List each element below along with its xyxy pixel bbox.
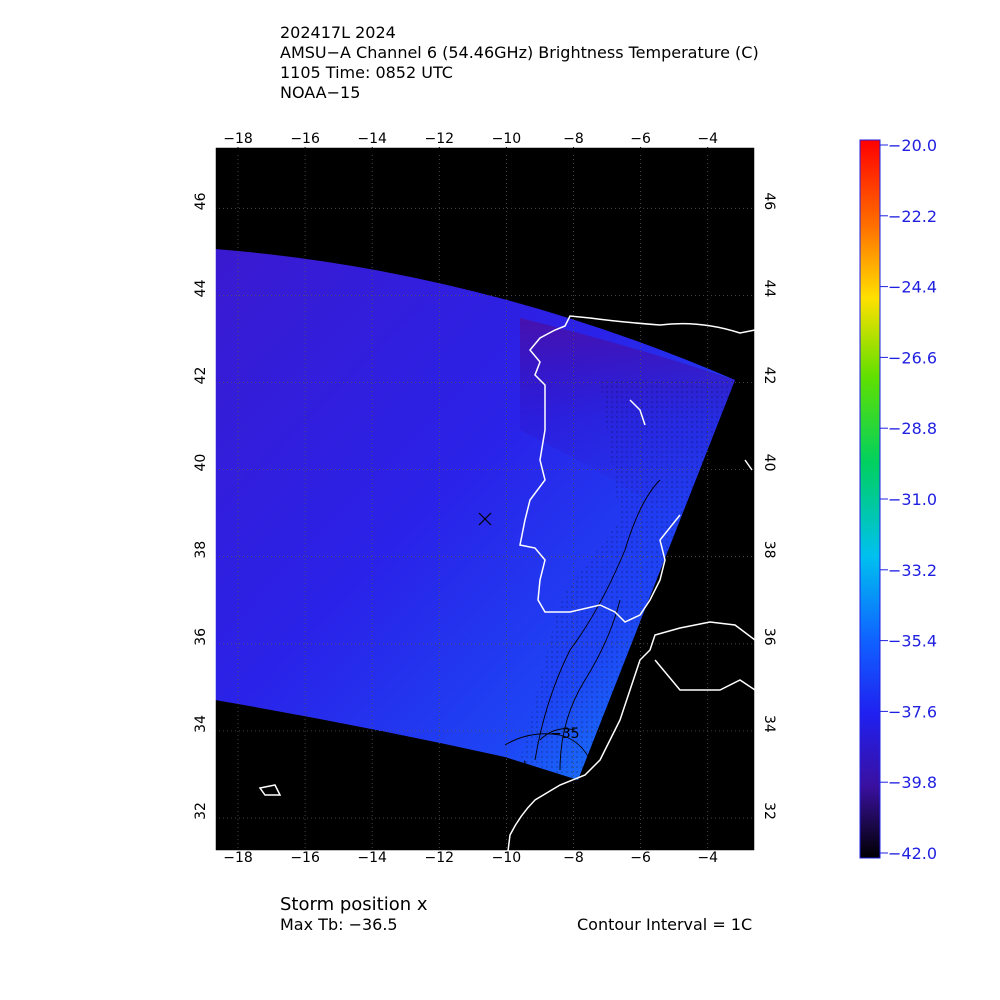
header-line: 202417L 2024 [280,23,396,42]
lon-label-top: −16 [290,131,320,147]
lat-label-left: 46 [193,192,209,210]
max-tb: Max Tb: −36.5 [280,915,398,934]
colorbar-label: −20.0 [888,136,937,155]
lat-label-left: 36 [193,628,209,646]
grid [215,147,755,851]
lon-label-bottom: −16 [290,850,320,866]
header-line: AMSU−A Channel 6 (54.46GHz) Brightness T… [280,43,759,62]
colorbar-label: −35.4 [888,632,937,651]
lat-label-right: 46 [761,192,777,210]
lon-label-top: −14 [357,131,387,147]
lon-label-top: −10 [492,131,522,147]
coastline [258,315,756,852]
lat-label-right: 42 [761,367,777,385]
lat-label-right: 40 [761,454,777,472]
lat-label-right: 32 [761,802,777,820]
contours [504,479,661,771]
lon-label-bottom: −14 [357,850,387,866]
contour-label: −35 [550,726,580,742]
lon-label-bottom: −12 [425,850,455,866]
storm-position: Storm position x [280,894,428,915]
lon-label-bottom: −18 [223,850,253,866]
lon-label-top: −6 [630,131,651,147]
lon-label-top: −18 [223,131,253,147]
lon-label-bottom: −8 [563,850,584,866]
colorbar-label: −31.0 [888,490,937,509]
lon-label-bottom: −4 [697,850,718,866]
lon-label-bottom: −6 [630,850,651,866]
lat-label-left: 40 [193,454,209,472]
colorbar [859,139,881,859]
storm-marker [478,512,492,526]
contour-label: −3 [516,758,535,781]
colorbar-label: −28.8 [888,419,937,438]
lat-label-right: 34 [761,715,777,733]
lat-label-right: 44 [761,279,777,297]
lon-label-top: −4 [697,131,718,147]
lat-label-left: 44 [193,279,209,297]
colorbar-label: −24.4 [888,278,937,297]
lat-label-left: 32 [193,802,209,820]
lat-label-left: 42 [193,367,209,385]
lat-label-left: 34 [193,715,209,733]
lon-label-top: −12 [425,131,455,147]
header-line: NOAA−15 [280,83,360,102]
lon-label-top: −8 [563,131,584,147]
colorbar-label: −22.2 [888,207,937,226]
lat-label-right: 38 [761,541,777,559]
header-line: 1105 Time: 0852 UTC [280,63,453,82]
lat-label-right: 36 [761,628,777,646]
lat-label-left: 38 [193,541,209,559]
colorbar-label: −33.2 [888,561,937,580]
colorbar-label: −42.0 [888,844,937,863]
map-frame [214,146,756,852]
lon-label-bottom: −10 [492,850,522,866]
colorbar-label: −37.6 [888,702,937,721]
colorbar-label: −26.6 [888,348,937,367]
contour-interval: Contour Interval = 1C [577,915,752,934]
colorbar-label: −39.8 [888,773,937,792]
